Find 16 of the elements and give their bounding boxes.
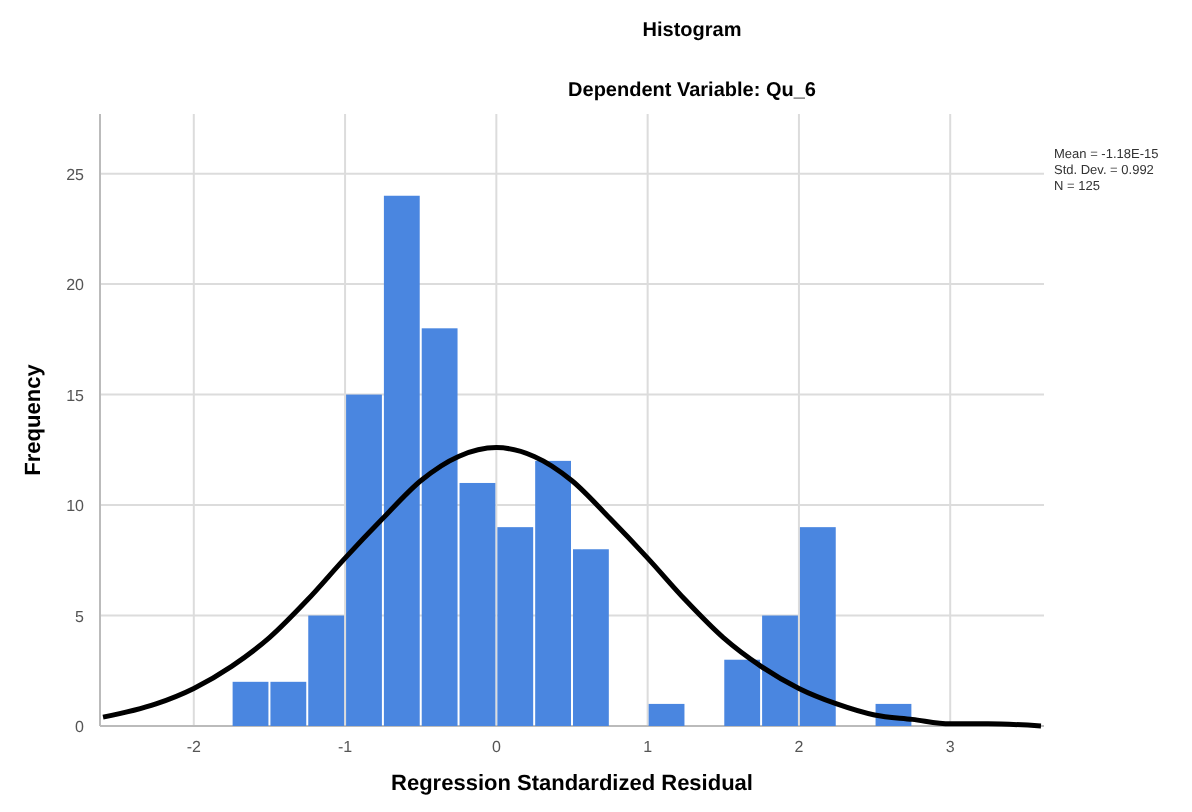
y-tick-label: 0 (75, 718, 86, 736)
y-axis-title: Frequency (22, 362, 46, 476)
x-tick-label: 0 (491, 738, 502, 756)
y-tick-label: 25 (66, 165, 86, 184)
y-tick-label: 10 (66, 497, 86, 516)
x-tick-label: -2 (186, 738, 202, 756)
y-tick-label: 15 (66, 386, 86, 405)
x-axis-title: Regression Standardized Residual (391, 772, 753, 796)
y-tick-label: 20 (66, 276, 86, 295)
x-tick-label: 3 (945, 738, 956, 756)
x-tick-label: 2 (794, 738, 805, 756)
x-tick-label: 1 (643, 738, 654, 756)
chart-title: Histogram (642, 20, 742, 42)
y-tick-label: 5 (75, 607, 86, 626)
chart-subtitle: Dependent Variable: Qu_6 (568, 80, 817, 102)
x-tick-label: -1 (337, 738, 354, 756)
